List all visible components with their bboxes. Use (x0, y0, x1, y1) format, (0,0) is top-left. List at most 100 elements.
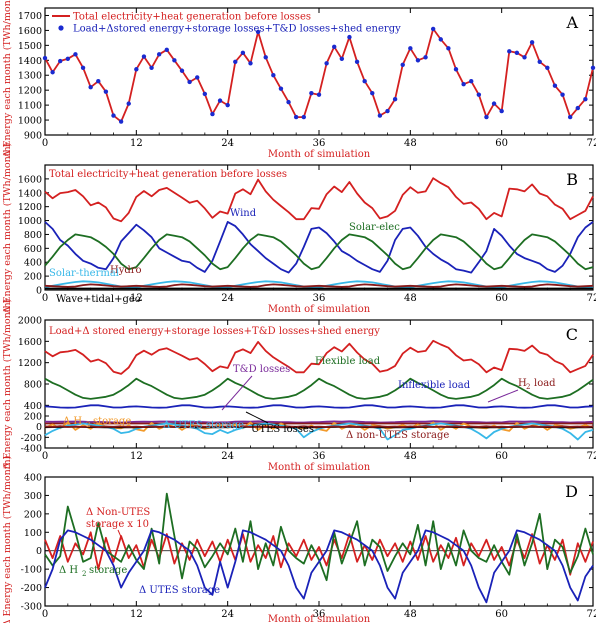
xtick-label-c-0: 0 (42, 451, 48, 462)
xlabel-a: Month of simulation (268, 149, 371, 160)
ylabel-c: Δ Energy each month (TWh/month) (2, 299, 13, 470)
xtick-label-c-1: 12 (130, 451, 143, 462)
xtick-label-c-4: 48 (404, 451, 417, 462)
point-a-s1-49 (415, 58, 421, 63)
series-line-b-4 (44, 283, 594, 288)
xlabel-d: Month of simulation (268, 614, 371, 623)
xtick-label-b-4: 48 (404, 293, 417, 304)
xtick-label-d-3: 36 (313, 609, 326, 620)
ylabel-a: Δ Energy each month (TWh/month) (2, 0, 13, 157)
point-a-s1-42 (362, 79, 367, 84)
series-line-b-2 (44, 233, 594, 271)
point-a-s1-16 (164, 47, 169, 53)
point-a-s1-71 (583, 96, 588, 102)
point-a-s1-52 (438, 37, 443, 42)
panel-a-letter: A (565, 13, 578, 32)
series-line-c-8 (44, 425, 594, 429)
label-c-dh2-sub: 2 (86, 421, 90, 429)
xtick-label-d-0: 0 (42, 609, 48, 620)
ytick-label-a-3: 1200 (18, 86, 42, 97)
label-c-inflex: Inflexible load (398, 380, 471, 391)
point-a-s1-46 (392, 96, 398, 102)
xtick-label-b-2: 24 (221, 293, 234, 304)
point-a-s1-2 (58, 58, 63, 64)
xtick-label-a-5: 60 (495, 138, 508, 149)
xtick-label-d-5: 60 (495, 609, 508, 620)
point-a-s1-56 (469, 79, 474, 84)
ytick-label-c-7: 1600 (18, 337, 42, 348)
ytick-label-a-2: 1100 (18, 101, 42, 112)
point-a-s1-50 (423, 55, 428, 60)
xtick-label-c-3: 36 (313, 451, 326, 462)
ylabel-d: Δ Energy each month (TWh/month) (2, 456, 13, 623)
xtick-label-a-4: 48 (404, 138, 417, 149)
point-a-s1-66 (545, 65, 550, 70)
point-a-s1-72 (590, 65, 596, 70)
xtick-label-a-2: 24 (221, 138, 234, 149)
point-a-s1-38 (332, 44, 337, 50)
legend-a-line-label: Total electricity+heat generation before… (73, 12, 311, 23)
ytick-label-d-2: -100 (21, 565, 42, 576)
ytick-label-d-6: 300 (24, 491, 42, 502)
point-a-s1-12 (134, 67, 139, 72)
label-d-dh2-sub: 2 (82, 570, 86, 578)
label-c-h2load-l: load (534, 378, 556, 389)
point-a-s1-34 (301, 114, 306, 120)
point-a-s1-10 (118, 119, 124, 124)
label-b-total: Total electricity+heat generation before… (49, 169, 287, 180)
xtick-label-c-6: 72 (587, 451, 596, 462)
point-a-s1-0 (42, 55, 48, 61)
ytick-label-b-1: 200 (24, 272, 42, 283)
ytick-label-b-5: 1000 (18, 216, 42, 227)
xtick-label-b-6: 72 (587, 293, 596, 304)
point-a-s1-5 (80, 65, 86, 70)
xtick-label-d-4: 48 (404, 609, 417, 620)
label-c-dutes: Δ UTES storage (163, 420, 244, 431)
ytick-label-d-0: -300 (21, 602, 42, 613)
series-line-c-2 (44, 404, 594, 409)
ytick-label-c-3: 200 (24, 412, 42, 423)
panel-b-letter: B (566, 170, 578, 189)
point-a-s1-67 (552, 83, 558, 88)
xtick-label-b-0: 0 (42, 293, 48, 304)
series-line-d-0 (44, 531, 594, 576)
point-a-s1-4 (73, 52, 78, 57)
xtick-label-c-2: 24 (221, 451, 234, 462)
series-line-c-0 (44, 339, 594, 375)
point-a-s1-55 (461, 82, 466, 87)
xtick-label-d-2: 24 (221, 609, 234, 620)
label-c-td: T&D losses (233, 364, 290, 375)
xtick-label-c-5: 60 (495, 451, 508, 462)
point-a-s1-6 (88, 84, 93, 90)
series-line-b-0 (44, 177, 594, 223)
point-a-s1-60 (499, 108, 504, 114)
point-a-s1-24 (225, 102, 230, 108)
ytick-label-a-8: 1700 (18, 11, 42, 22)
xtick-label-a-3: 36 (313, 138, 326, 149)
ytick-label-b-8: 1600 (18, 174, 42, 185)
point-a-s1-32 (286, 99, 291, 105)
point-a-s1-8 (103, 89, 109, 94)
xtick-label-a-6: 72 (587, 138, 596, 149)
label-d-nonutes-b: storage x 10 (86, 519, 149, 530)
point-a-s1-63 (522, 55, 527, 60)
series-line-c-1 (44, 377, 594, 400)
point-a-s1-37 (324, 61, 329, 66)
label-c-utes-losses: UTES losses (251, 424, 314, 435)
ytick-label-c-2: 0 (36, 422, 42, 433)
panel-d-frame (44, 476, 594, 607)
ytick-label-c-0: -400 (21, 444, 42, 455)
point-a-s1-54 (453, 67, 459, 72)
point-a-s1-23 (217, 98, 223, 103)
point-a-s1-58 (484, 114, 489, 120)
point-a-s1-68 (560, 92, 565, 97)
point-a-s1-43 (370, 90, 375, 96)
point-a-s1-69 (567, 114, 573, 120)
point-a-s1-7 (96, 79, 101, 84)
xlabel-c: Month of simulation (268, 462, 371, 473)
point-a-s1-19 (187, 79, 192, 85)
label-c-td-pointer (221, 375, 253, 411)
ytick-label-d-5: 200 (24, 509, 42, 520)
